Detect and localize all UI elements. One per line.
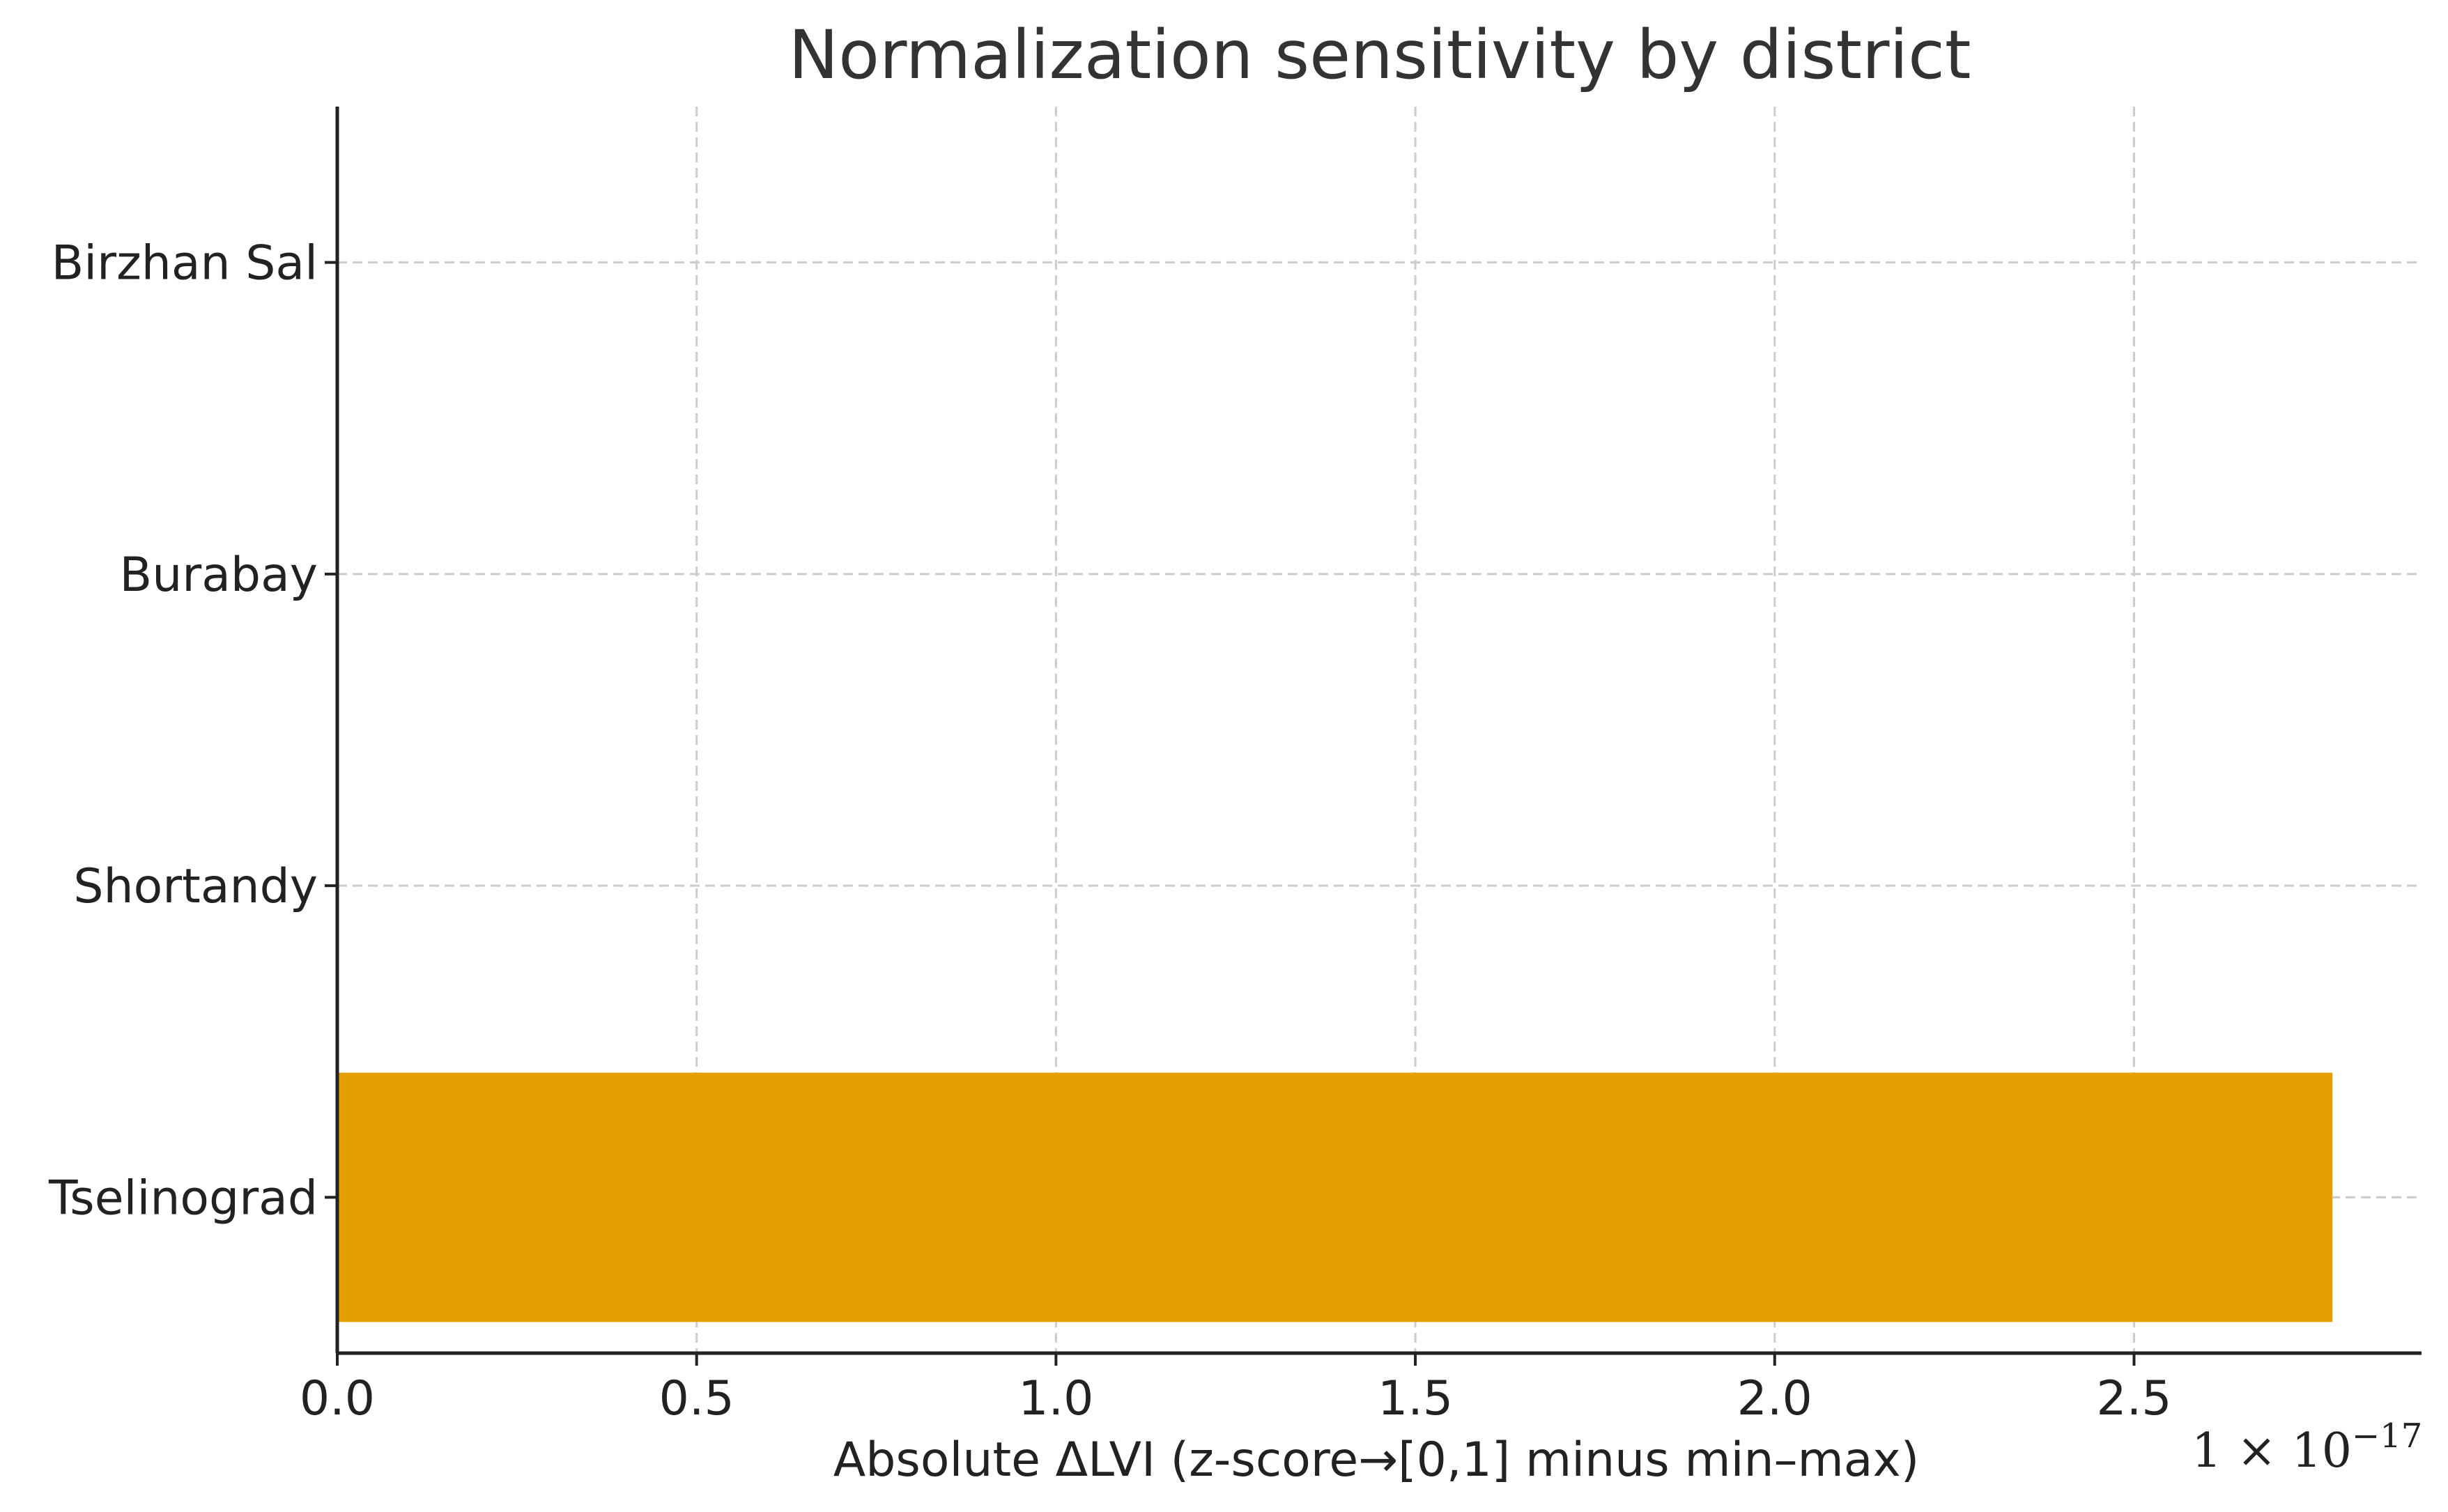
y-tick-label: Tselinograd: [48, 1171, 318, 1226]
y-tick-label: Burabay: [120, 548, 318, 603]
y-tick-label: Birzhan Sal: [52, 236, 318, 291]
offset-exponent: −17: [2352, 1417, 2422, 1456]
tick-layer: 0.0 0.5 1.0 1.5 2.0 2.5 Tselinograd Shortandy Bu…: [48, 236, 2172, 1426]
x-tick-label: 2.0: [1737, 1371, 1812, 1426]
bar-layer: [337, 1072, 2333, 1322]
x-tick-label: 1.0: [1018, 1371, 1093, 1426]
chart-title: Normalization sensitivity by district: [788, 16, 1971, 94]
axis-layer: [335, 107, 2422, 1355]
x-axis-offset-text: 1 × 10−17: [2192, 1417, 2422, 1479]
x-axis-label: Absolute ΔLVI (z-score→[0,1] minus min–m…: [833, 1433, 1920, 1488]
x-tick-label: 0.5: [659, 1371, 734, 1426]
bar-tselinograd: [337, 1072, 2333, 1322]
x-tick-label: 0.0: [300, 1371, 375, 1426]
x-tick-label: 1.5: [1378, 1371, 1453, 1426]
y-tick-label: Shortandy: [73, 859, 318, 914]
offset-base: 1 × 10: [2192, 1424, 2352, 1479]
x-tick-label: 2.5: [2096, 1371, 2171, 1426]
